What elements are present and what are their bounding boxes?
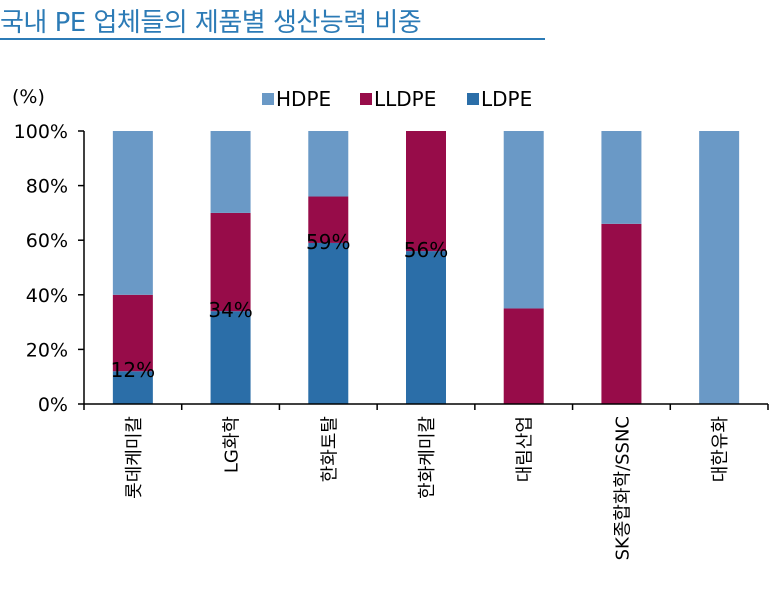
axes <box>83 131 768 405</box>
x-tick-label: 대한유화 <box>710 416 731 482</box>
x-tick-label: 롯데케미칼 <box>124 416 145 499</box>
x-tick-label: 한화케미칼 <box>417 416 438 499</box>
bar-hdpe-5 <box>601 131 642 224</box>
title-underline <box>0 38 545 40</box>
legend-swatch-hdpe <box>262 93 274 105</box>
data-labels: 12% 34% 59% 56% <box>111 230 449 382</box>
x-tick-label: LG화학 <box>222 416 243 473</box>
y-tick-label: 60% <box>26 230 68 252</box>
y-axis-ticks: 0% 20% 40% 60% 80% 100% <box>14 121 84 416</box>
x-tick-label: SK종합화학/SSNC <box>612 416 633 560</box>
legend: HDPE LLDPE LDPE <box>262 87 532 111</box>
bars <box>112 131 740 404</box>
bar-hdpe-6 <box>699 131 740 404</box>
x-tick-label: 대림산업 <box>515 416 536 482</box>
bar-ldpe-0 <box>112 371 153 404</box>
bar-hdpe-4 <box>503 131 544 309</box>
data-label-3: 56% <box>404 238 448 262</box>
legend-swatch-lldpe <box>360 93 372 105</box>
bar-lldpe-1 <box>210 212 251 312</box>
y-tick-label: 100% <box>14 121 68 143</box>
legend-label-ldpe: LDPE <box>481 87 532 111</box>
bar-lldpe-2 <box>308 196 349 243</box>
y-unit-label: (%) <box>12 86 45 108</box>
x-tick-label: 한화토탈 <box>319 416 340 482</box>
bar-ldpe-1 <box>210 311 251 404</box>
bar-hdpe-2 <box>308 131 349 197</box>
chart-title: 국내 PE 업체들의 제품별 생산능력 비중 <box>0 8 422 38</box>
data-label-1: 34% <box>208 298 252 322</box>
legend-label-hdpe: HDPE <box>276 87 331 111</box>
y-tick-label: 0% <box>38 394 68 416</box>
bar-lldpe-5 <box>601 223 642 404</box>
data-label-2: 59% <box>306 230 350 254</box>
bar-lldpe-0 <box>112 294 153 372</box>
bar-ldpe-2 <box>308 242 349 404</box>
data-label-0: 12% <box>111 358 155 382</box>
bar-lldpe-4 <box>503 308 544 404</box>
bar-hdpe-1 <box>210 131 251 213</box>
y-tick-label: 80% <box>26 176 68 198</box>
y-tick-label: 20% <box>26 339 68 361</box>
bar-hdpe-0 <box>112 131 153 295</box>
legend-label-lldpe: LLDPE <box>374 87 436 111</box>
legend-swatch-ldpe <box>467 93 479 105</box>
y-tick-label: 40% <box>26 285 68 307</box>
bar-lldpe-3 <box>406 131 446 252</box>
x-axis-ticks: 롯데케미칼 LG화학 한화토탈 한화케미칼 대림산업 SK종합화학/SSNC 대한유화 <box>83 404 769 560</box>
bar-ldpe-3 <box>406 251 446 404</box>
